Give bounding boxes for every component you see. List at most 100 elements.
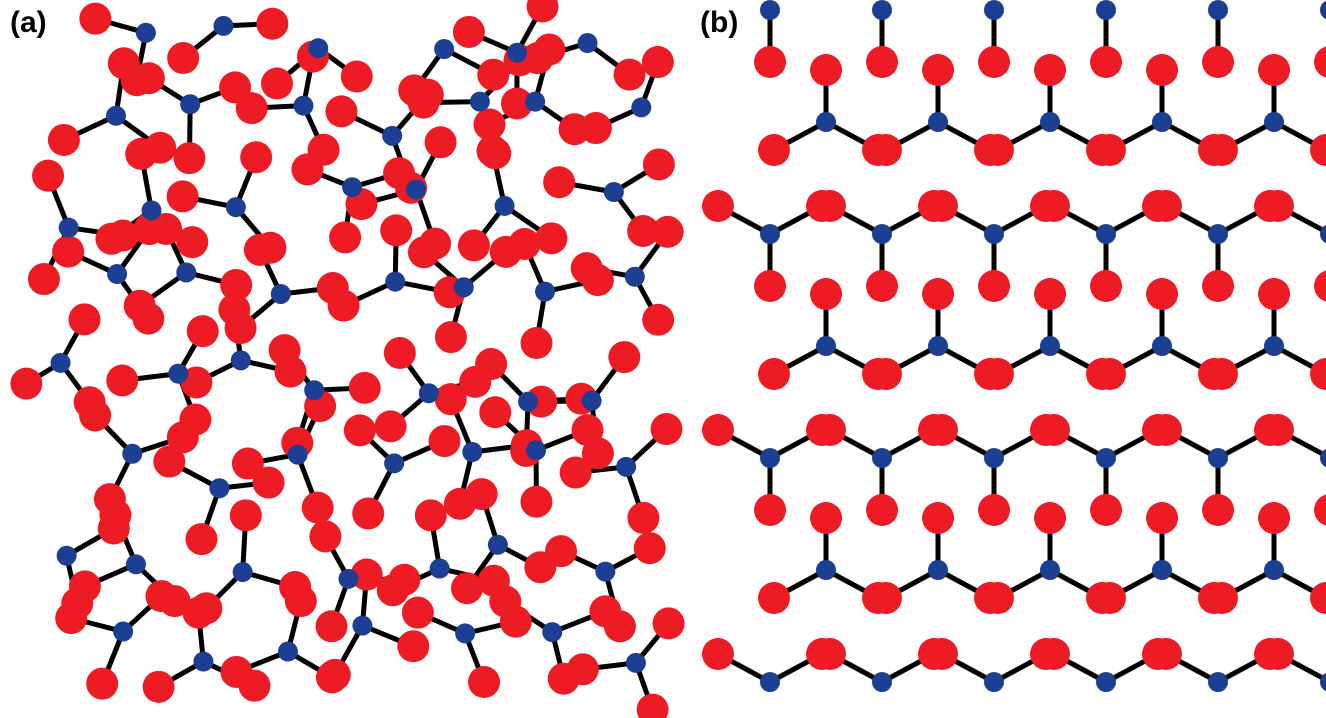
anion-atom [291,153,323,185]
anion-atom [589,595,621,627]
cation-atom [542,622,562,642]
cation-atom [872,224,892,244]
anion-atom [453,16,485,48]
cation-atom [226,197,246,217]
anion-atom [133,62,165,94]
cation-atom [595,562,615,582]
anion-atom [344,414,376,446]
anion-atom [627,502,659,534]
cation-atom [488,535,508,555]
cation-atom [455,623,475,643]
cation-atom [339,569,359,589]
anion-atom [814,414,846,446]
cation-atom [462,442,482,462]
anion-atom [402,597,434,629]
anion-atom [870,358,902,390]
cation-atom [928,112,948,132]
network-diagram [0,0,1326,718]
cation-atom [1096,224,1116,244]
cation-atom [430,559,450,579]
anion-atom [79,3,111,35]
cation-atom [304,380,324,400]
anion-atom [533,34,565,66]
cation-atom [271,284,291,304]
cation-atom [470,92,490,112]
anion-atom [1094,358,1126,390]
anion-atom [384,337,416,369]
cation-atom [984,672,1004,692]
anion-atom [810,54,842,86]
anion-atom [479,396,511,428]
anion-atom [866,494,898,526]
cation-atom [278,642,298,662]
anion-atom [1202,494,1234,526]
anion-atom [814,190,846,222]
cation-atom [1264,112,1284,132]
cation-atom [1040,112,1060,132]
anion-atom [1206,358,1238,390]
anion-atom [1038,190,1070,222]
anion-atom [509,228,541,260]
cation-atom [136,23,156,43]
cation-atom [582,391,602,411]
anion-atom [560,457,592,489]
anion-atom [634,532,666,564]
cation-atom [293,96,313,116]
anion-atom [1090,494,1122,526]
cation-atom [342,177,362,197]
cation-atom [1264,560,1284,580]
anion-atom [1034,278,1066,310]
cation-atom [928,336,948,356]
cation-atom [526,440,546,460]
cation-atom [616,457,636,477]
cation-atom [1040,560,1060,580]
cation-atom [1152,560,1172,580]
anion-atom [329,221,361,253]
anion-atom [1034,54,1066,86]
anion-atom [1262,638,1294,670]
anion-atom [106,364,138,396]
anion-atom [1034,502,1066,534]
anion-atom [218,294,250,326]
anion-atom [1090,270,1122,302]
anion-atom [1146,502,1178,534]
anion-atom [608,341,640,373]
anion-atom [653,607,685,639]
anion-atom [55,602,87,634]
anion-atom [468,666,500,698]
cation-atom [1208,448,1228,468]
anion-atom [1202,46,1234,78]
anion-atom [1202,270,1234,302]
anion-atom [375,410,407,442]
panel-a-label: (a) [10,6,47,40]
anion-atom [545,535,577,567]
cation-atom [106,106,126,126]
anion-atom [10,368,42,400]
cation-atom [406,180,426,200]
anion-atom [167,180,199,212]
anion-atom [527,0,559,22]
anion-atom [48,124,80,156]
anion-atom [652,216,684,248]
anion-atom [1038,638,1070,670]
cation-atom [233,562,253,582]
anion-atom [1146,54,1178,86]
cation-atom [872,0,892,20]
cation-atom [604,182,624,202]
anion-atom [425,126,457,158]
anion-atom [520,486,552,518]
anion-atom [1258,278,1290,310]
anion-atom [642,304,674,336]
anion-atom [922,502,954,534]
cation-atom [193,652,213,672]
cation-atom [142,200,162,220]
anion-atom [1262,190,1294,222]
anion-atom [1150,414,1182,446]
cation-atom [1208,0,1228,20]
cation-atom [631,97,651,117]
anion-atom [922,278,954,310]
anion-atom [285,585,317,617]
cation-atom [176,262,196,282]
cation-atom [1152,336,1172,356]
cation-atom [434,39,454,59]
